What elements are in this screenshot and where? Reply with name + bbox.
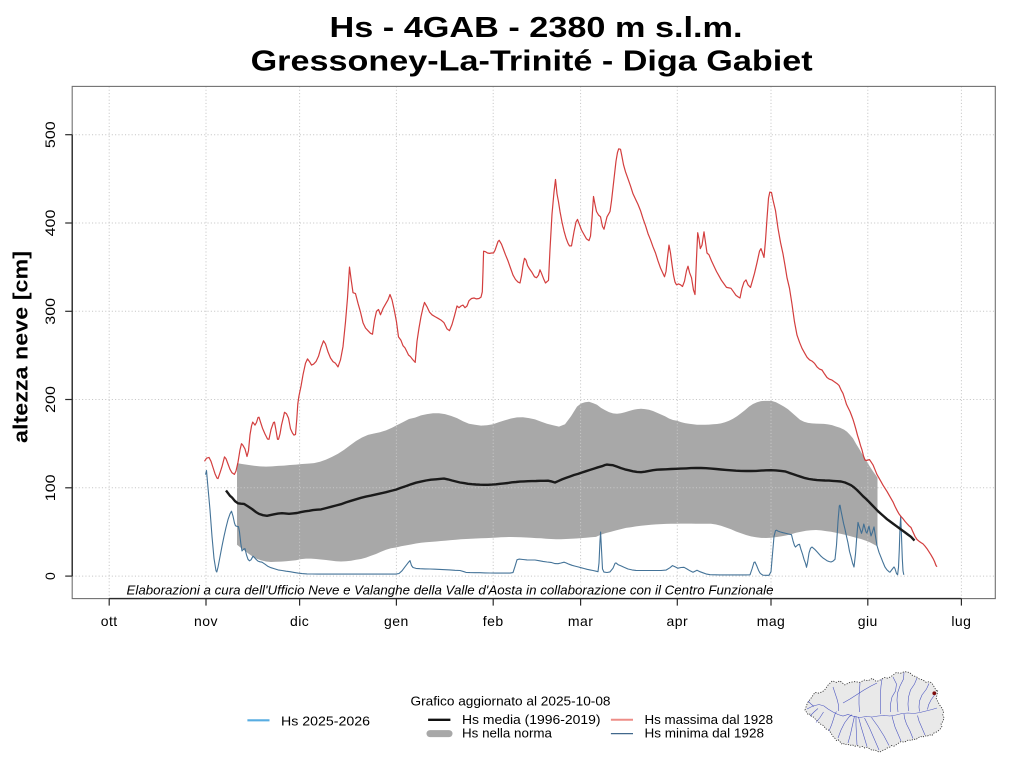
svg-text:0: 0 <box>42 572 58 580</box>
svg-text:Hs media (1996-2019): Hs media (1996-2019) <box>462 712 601 727</box>
svg-text:200: 200 <box>42 386 58 413</box>
svg-text:Hs - 4GAB - 2380 m s.l.m.: Hs - 4GAB - 2380 m s.l.m. <box>330 12 743 44</box>
svg-text:apr: apr <box>667 613 689 629</box>
svg-text:mag: mag <box>757 613 786 629</box>
svg-text:lug: lug <box>951 613 971 629</box>
svg-text:500: 500 <box>42 121 58 148</box>
svg-text:nov: nov <box>194 613 218 629</box>
svg-text:300: 300 <box>42 298 58 325</box>
svg-text:giu: giu <box>858 613 878 629</box>
svg-text:Hs 2025-2026: Hs 2025-2026 <box>281 713 370 728</box>
svg-text:400: 400 <box>42 209 58 236</box>
svg-text:gen: gen <box>384 613 409 629</box>
svg-text:Hs minima dal 1928: Hs minima dal 1928 <box>645 725 765 740</box>
svg-text:Elaborazioni a cura dell'Uffic: Elaborazioni a cura dell'Ufficio Neve e … <box>127 583 774 598</box>
svg-text:Gressoney-La-Trinité - Diga Ga: Gressoney-La-Trinité - Diga Gabiet <box>251 46 813 78</box>
svg-text:altezza neve [cm]: altezza neve [cm] <box>11 251 33 443</box>
svg-text:ott: ott <box>101 613 118 629</box>
svg-text:dic: dic <box>290 613 309 629</box>
svg-text:feb: feb <box>483 613 504 629</box>
svg-text:Hs nella norma: Hs nella norma <box>462 725 553 740</box>
svg-text:Hs massima dal 1928: Hs massima dal 1928 <box>645 712 774 727</box>
svg-text:100: 100 <box>42 474 58 501</box>
svg-text:Grafico aggiornato al 2025-10-: Grafico aggiornato al 2025-10-08 <box>411 694 611 709</box>
svg-text:mar: mar <box>568 613 593 629</box>
